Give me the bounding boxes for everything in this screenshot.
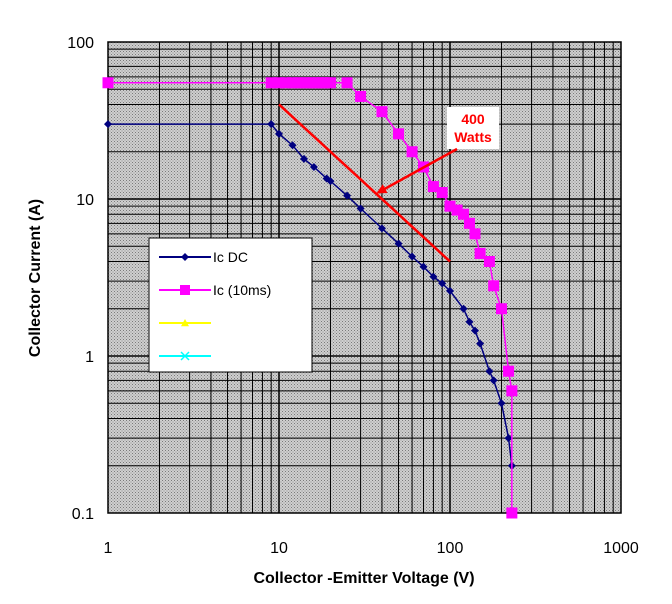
annotation-box bbox=[447, 107, 499, 149]
power-limit-line bbox=[278, 103, 451, 263]
data-point bbox=[341, 77, 353, 89]
data-point bbox=[444, 200, 456, 212]
data-point bbox=[356, 204, 365, 213]
data-point bbox=[488, 280, 500, 292]
x-tick-label: 1 bbox=[104, 540, 113, 557]
legend-swatch-marker bbox=[180, 285, 190, 295]
data-point bbox=[465, 317, 474, 326]
series-layer bbox=[102, 77, 518, 519]
data-point bbox=[469, 228, 481, 240]
data-point bbox=[309, 162, 318, 171]
y-tick-label: 10 bbox=[76, 192, 94, 209]
data-point bbox=[503, 365, 515, 377]
data-point bbox=[299, 154, 308, 163]
data-point bbox=[275, 129, 283, 138]
data-point bbox=[497, 399, 506, 408]
data-point bbox=[292, 77, 304, 89]
data-point bbox=[324, 77, 336, 89]
y-tick-label: 1 bbox=[85, 349, 94, 366]
data-point bbox=[273, 77, 285, 89]
x-tick-label: 100 bbox=[437, 540, 464, 557]
data-point bbox=[483, 255, 495, 267]
y-tick-label: 100 bbox=[67, 35, 94, 52]
data-point bbox=[104, 120, 112, 129]
data-point bbox=[343, 191, 352, 200]
data-point bbox=[408, 252, 417, 261]
data-point bbox=[506, 507, 518, 519]
data-point bbox=[458, 208, 470, 220]
data-point bbox=[470, 326, 479, 335]
data-point bbox=[102, 77, 114, 89]
x-tick-label: 10 bbox=[270, 540, 288, 557]
y-tick-label: 0.1 bbox=[72, 506, 94, 523]
annotation-text: Watts bbox=[454, 129, 492, 145]
legend-swatch-marker bbox=[180, 351, 190, 361]
data-point bbox=[394, 239, 403, 248]
data-point bbox=[406, 146, 418, 158]
data-point bbox=[495, 303, 507, 315]
data-point bbox=[504, 434, 513, 443]
data-point bbox=[288, 141, 297, 150]
data-point bbox=[489, 376, 498, 385]
annotation-layer: 400 Watts bbox=[278, 103, 499, 263]
plot-border bbox=[107, 41, 622, 514]
annotation-arrow bbox=[376, 147, 458, 194]
data-point bbox=[459, 304, 468, 313]
data-point bbox=[451, 204, 463, 216]
axis-ticks: 1 10 100 1000 0.1 1 10 100 bbox=[67, 35, 639, 557]
legend-swatch-marker bbox=[181, 253, 189, 261]
series-1 bbox=[104, 120, 516, 470]
data-point bbox=[267, 120, 276, 129]
data-point bbox=[393, 128, 405, 140]
data-point bbox=[265, 77, 277, 89]
data-point bbox=[377, 224, 386, 233]
data-point bbox=[438, 279, 447, 288]
data-point bbox=[419, 262, 428, 271]
x-axis-title: Collector -Emitter Voltage (V) bbox=[253, 570, 474, 587]
annotation-text: 400 bbox=[461, 111, 485, 127]
data-point bbox=[506, 385, 518, 397]
x-tick-label: 1000 bbox=[603, 540, 639, 557]
data-point bbox=[474, 247, 486, 259]
data-point bbox=[429, 272, 438, 281]
legend-entry bbox=[159, 351, 211, 361]
legend-swatch-marker bbox=[181, 319, 189, 327]
data-point bbox=[280, 77, 292, 89]
data-point bbox=[376, 106, 388, 118]
y-axis-title: Collector Current (A) bbox=[27, 199, 44, 357]
grid bbox=[108, 42, 621, 513]
data-point bbox=[446, 286, 454, 295]
data-point bbox=[463, 217, 475, 229]
data-point bbox=[427, 181, 439, 193]
legend-entry: Ic DC bbox=[159, 249, 248, 265]
legend-label: Ic DC bbox=[213, 249, 248, 265]
legend-box bbox=[148, 237, 313, 373]
data-point bbox=[287, 77, 299, 89]
legend-entry bbox=[159, 319, 211, 327]
data-point bbox=[355, 90, 367, 102]
data-point bbox=[436, 187, 448, 199]
legend-entry: Ic (10ms) bbox=[159, 282, 271, 298]
data-point bbox=[485, 367, 494, 376]
data-point bbox=[476, 339, 485, 348]
data-point bbox=[326, 177, 335, 186]
legend-label: Ic (10ms) bbox=[213, 282, 271, 298]
legend: Ic DC Ic (10ms) bbox=[148, 237, 313, 373]
